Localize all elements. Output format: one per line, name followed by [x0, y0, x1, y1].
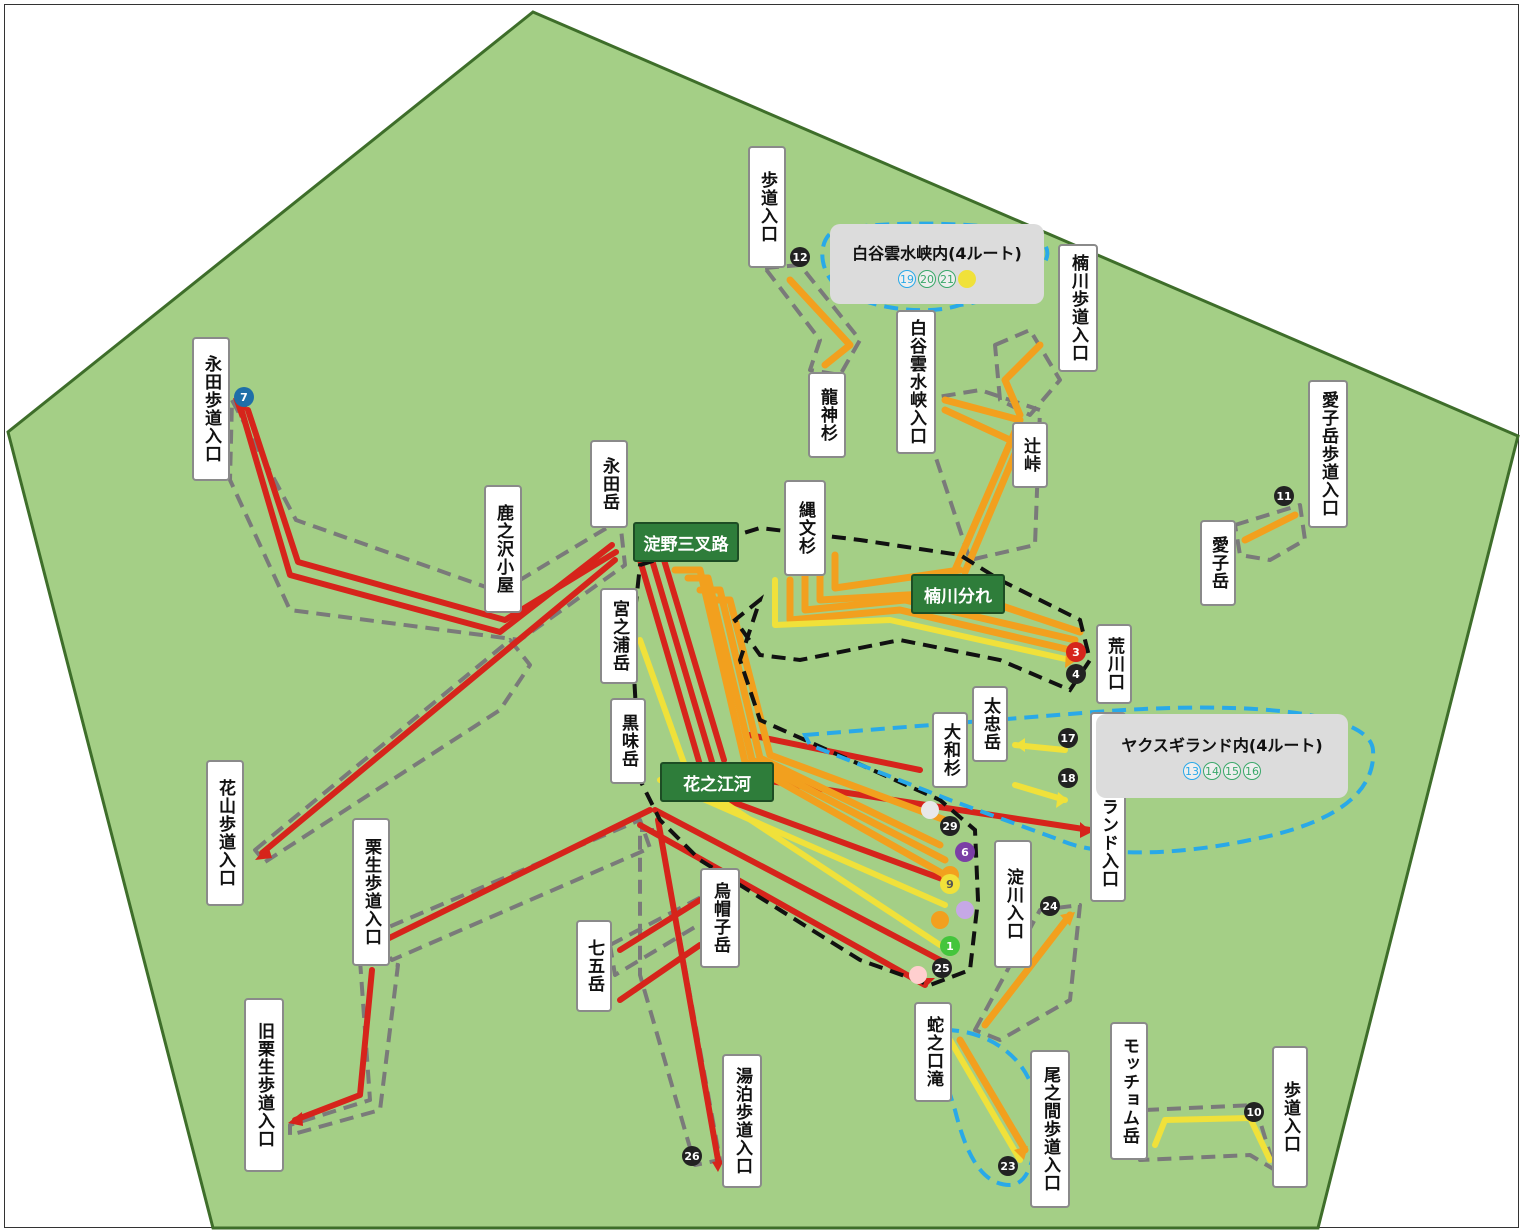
route-badge-10: 10 [1244, 1102, 1264, 1122]
label-aikodake-hodo-iriguchi: 愛子岳歩道入口 [1308, 380, 1348, 528]
orange-routes [671, 276, 1299, 1154]
label-kurio-hodo-iriguchi: 栗生歩道入口 [352, 818, 390, 966]
label-shikanosawa-koya: 鹿之沢小屋 [484, 485, 522, 613]
label-nagata-hodo-iriguchi: 永田歩道入口 [192, 337, 230, 481]
label-kyu-kurio-hodo-iriguchi: 旧栗生歩道入口 [244, 998, 284, 1172]
label-shiratani-iriguchi: 白谷雲水峡入口 [896, 310, 936, 454]
route-number-15: 15 [1223, 762, 1241, 780]
route-badge-9: 9 [940, 874, 960, 894]
route-number-20: 20 [918, 270, 936, 288]
label-miyanouradake: 宮之浦岳 [600, 588, 638, 684]
route-badge-6: 6 [955, 842, 975, 862]
label-hanayama-hodo-iriguchi: 花山歩道入口 [206, 760, 244, 906]
route-badge-3: 3 [1066, 642, 1086, 662]
label-ryujinsugi: 龍神杉 [808, 372, 846, 458]
route-number-21: 21 [938, 270, 956, 288]
label-janokuchi-taki: 蛇之口滝 [914, 1002, 952, 1102]
label-yamatosugi: 大和杉 [932, 712, 968, 788]
route-badge-26: 26 [682, 1146, 702, 1166]
hub-hananoegou: 花之江河 [660, 762, 774, 802]
label-hodo-iriguchi-right: 歩道入口 [1272, 1046, 1308, 1188]
label-tachudake: 太忠岳 [972, 686, 1008, 762]
route-number-16: 16 [1243, 762, 1261, 780]
routes [233, 276, 1299, 1172]
label-shichigodake: 七五岳 [576, 920, 612, 1012]
label-nagatadake: 永田岳 [590, 440, 628, 528]
area-yakusugiland: ヤクスギランド内(4ルート) 13 14 15 16 [1096, 714, 1348, 798]
label-onoaida-hodo-iriguchi: 尾之間歩道入口 [1030, 1050, 1070, 1208]
route-badge-11: 11 [1274, 486, 1294, 506]
hub-kusukawa-wakare: 楠川分れ [911, 574, 1005, 614]
route-number-14: 14 [1203, 762, 1221, 780]
label-aikodake: 愛子岳 [1200, 520, 1236, 606]
label-tsujitoge: 辻峠 [1012, 422, 1048, 488]
label-arakawaguchi: 荒川口 [1096, 624, 1132, 704]
area-shiratani-numbers: 19 20 21 22 [898, 270, 976, 288]
area-shiratani-title: 白谷雲水峡内(4ルート) [852, 244, 1022, 263]
route-badge-29: 29 [940, 816, 960, 836]
label-kusukawa-hodo-iriguchi: 楠川歩道入口 [1058, 244, 1098, 372]
label-mocchomdake: モッチョム岳 [1110, 1022, 1148, 1160]
route-badge-18: 18 [1058, 768, 1078, 788]
label-hodo-iriguchi-top: 歩道入口 [748, 146, 786, 268]
route-badge-24: 24 [1040, 896, 1060, 916]
route-number-13: 13 [1183, 762, 1201, 780]
black-dashed-zone [629, 525, 1093, 988]
area-shiratani: 白谷雲水峡内(4ルート) 19 20 21 22 [830, 224, 1044, 304]
route-number-19: 19 [898, 270, 916, 288]
route-number-22: 22 [958, 270, 976, 288]
route-badge-17: 17 [1058, 728, 1078, 748]
route-badge-12: 12 [790, 247, 810, 267]
label-eboshidake: 烏帽子岳 [700, 868, 740, 968]
area-yakusugiland-numbers: 13 14 15 16 [1183, 762, 1261, 780]
route-badge-1: 1 [940, 936, 960, 956]
route-badge-7: 7 [234, 387, 254, 407]
route-badge-23: 23 [998, 1156, 1018, 1176]
area-yakusugiland-title: ヤクスギランド内(4ルート) [1121, 736, 1323, 755]
label-yodogawa-iriguchi: 淀川入口 [994, 840, 1032, 968]
hub-yodogo-sansaro: 淀野三叉路 [633, 522, 739, 562]
route-badge-25: 25 [932, 958, 952, 978]
label-jomonsugi: 縄文杉 [784, 480, 826, 576]
label-kuromidake: 黒味岳 [610, 698, 646, 784]
route-badge-4: 4 [1066, 664, 1086, 684]
label-yudomari-hodo-iriguchi: 湯泊歩道入口 [722, 1054, 762, 1188]
